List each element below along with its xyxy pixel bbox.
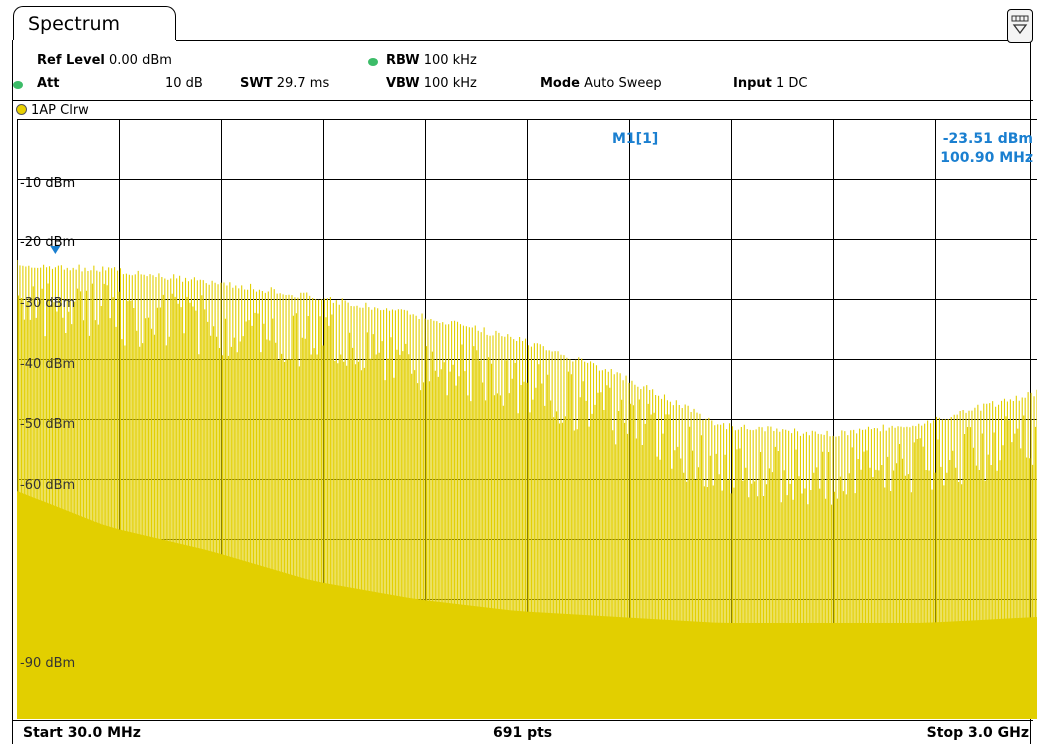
marker-name: M1[1]: [612, 131, 659, 147]
swt-label: SWT: [240, 76, 273, 91]
mode-value: Auto Sweep: [584, 76, 662, 91]
swt-value: 29.7 ms: [276, 76, 330, 91]
footer-stop: Stop 3.0 GHz: [926, 725, 1029, 741]
spectrum-noise-floor: [17, 491, 1037, 719]
trace-indicator-icon: [16, 104, 27, 115]
y-label-20: -20 dBm: [20, 235, 76, 250]
mode-label: Mode: [540, 76, 580, 91]
menu-icon[interactable]: [1007, 9, 1033, 43]
tab-spectrum[interactable]: Spectrum: [13, 6, 176, 40]
vbw: VBW 100 kHz: [386, 76, 477, 91]
spectrum-plot[interactable]: [16, 119, 1037, 720]
frame-left-border: [12, 40, 13, 744]
footer-start: Start 30.0 MHz: [23, 725, 141, 741]
att-status-dot: [13, 81, 23, 89]
swt: SWT 29.7 ms: [240, 76, 329, 91]
marker-frequency: 100.90 MHz: [940, 150, 1033, 166]
vbw-label: VBW: [386, 76, 420, 91]
frame-right-border: [1030, 40, 1031, 744]
y-label-90: -90 dBm: [20, 656, 76, 671]
input: Input 1 DC: [733, 76, 808, 91]
ref-level-value: 0.00 dBm: [109, 53, 172, 68]
footer-bar: Start 30.0 MHz 691 pts Stop 3.0 GHz: [13, 720, 1033, 745]
y-label-10: -10 dBm: [20, 176, 76, 191]
spectrum-trace: [16, 260, 1037, 706]
vbw-value: 100 kHz: [423, 76, 477, 91]
rbw-status-dot: [368, 58, 378, 66]
marker-triangle-icon[interactable]: [50, 246, 61, 255]
y-label-60: -60 dBm: [20, 478, 76, 493]
footer-points: 691 pts: [493, 725, 553, 741]
mode: Mode Auto Sweep: [540, 76, 662, 91]
input-value: 1 DC: [776, 76, 808, 91]
ref-level: Ref Level 0.00 dBm: [37, 53, 172, 68]
spectrum-svg[interactable]: [16, 119, 1037, 720]
y-label-40: -40 dBm: [20, 357, 76, 372]
att-value: 10 dB: [165, 76, 203, 91]
header-top-border: [176, 40, 1026, 41]
rbw-label: RBW: [386, 53, 420, 68]
input-label: Input: [733, 76, 772, 91]
att-label: Att: [37, 76, 60, 91]
y-label-30: -30 dBm: [20, 296, 76, 311]
att-label-wrap: Att: [37, 76, 60, 91]
y-label-50: -50 dBm: [20, 417, 76, 432]
marker-level: -23.51 dBm: [942, 131, 1033, 147]
rbw-value: 100 kHz: [423, 53, 477, 68]
ref-level-label: Ref Level: [37, 53, 105, 68]
trace-label[interactable]: 1AP Clrw: [13, 100, 1033, 119]
rbw: RBW 100 kHz: [386, 53, 477, 68]
